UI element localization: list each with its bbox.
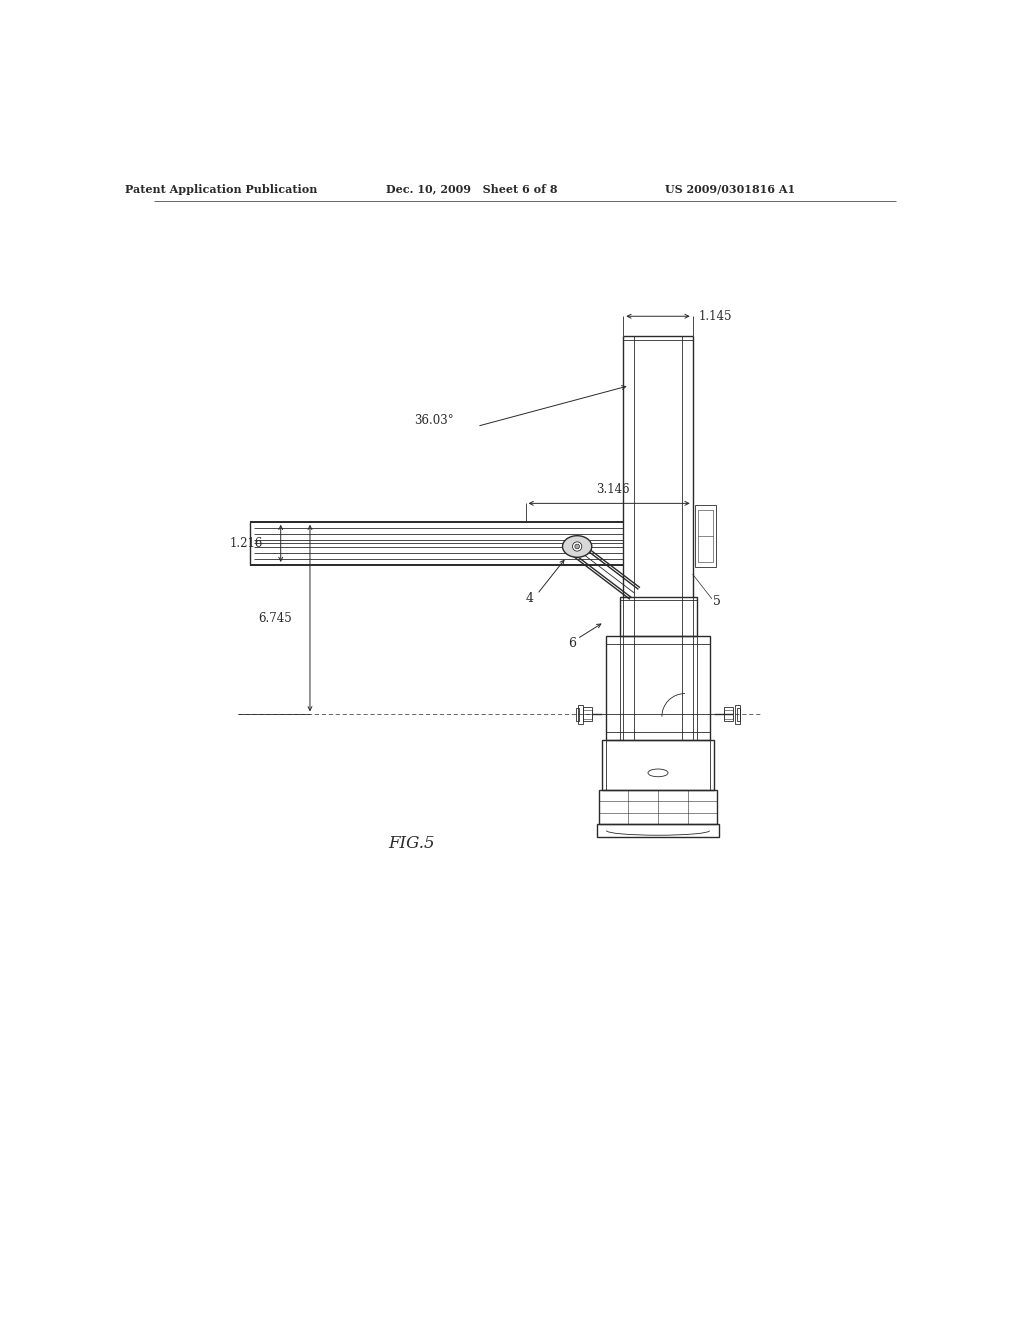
Bar (583, 708, 592, 721)
Text: US 2009/0301816 A1: US 2009/0301816 A1 (665, 183, 795, 195)
Text: 6.745: 6.745 (258, 611, 292, 624)
Text: 5: 5 (714, 594, 721, 607)
Text: Dec. 10, 2009   Sheet 6 of 8: Dec. 10, 2009 Sheet 6 of 8 (386, 183, 557, 195)
Circle shape (572, 541, 582, 552)
Bar (736, 708, 739, 721)
Text: 1.216: 1.216 (229, 537, 263, 550)
Bar (599, 789, 717, 825)
Bar (602, 739, 714, 789)
Bar (605, 636, 711, 739)
Text: 3.146: 3.146 (596, 483, 630, 496)
Text: FIG.5: FIG.5 (388, 836, 435, 853)
Bar (695, 504, 716, 566)
Text: 36.03°: 36.03° (414, 413, 454, 426)
Bar (597, 825, 719, 837)
Text: 4: 4 (525, 593, 534, 606)
Bar (578, 705, 583, 723)
Text: 1.145: 1.145 (698, 310, 732, 323)
Text: Patent Application Publication: Patent Application Publication (125, 183, 317, 195)
Bar (583, 710, 592, 719)
Bar (698, 510, 713, 562)
Text: 6: 6 (568, 638, 575, 649)
Circle shape (574, 544, 580, 549)
Bar (620, 598, 696, 636)
Ellipse shape (562, 536, 592, 557)
Bar (724, 708, 733, 721)
Bar (724, 710, 733, 719)
Bar (577, 708, 580, 721)
Bar (735, 705, 739, 723)
